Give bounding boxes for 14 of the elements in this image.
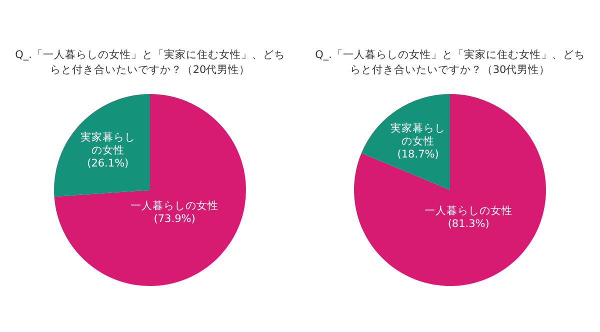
chart-title: Q_.「一人暮らしの女性」と「実家に住む女性」、どちらと付き合いたいですか？（30代男性）	[314, 48, 586, 78]
pie-slice	[54, 94, 246, 286]
slice-label: 一人暮らしの女性	[130, 200, 220, 213]
slice-label: 実家暮らしの女性	[79, 131, 136, 158]
pie-slice	[361, 94, 450, 190]
data-label: (81.3%)	[446, 218, 490, 231]
pie-slice	[354, 94, 546, 286]
data-label: (26.1%)	[86, 157, 130, 170]
slice-label: 実家暮らしの女性	[390, 122, 447, 149]
data-label: (73.9%)	[152, 212, 196, 226]
pie-slice	[54, 94, 150, 197]
chart-title: Q_.「一人暮らしの女性」と「実家に住む女性」、どちらと付き合いたいですか？（20代男性）	[14, 48, 286, 78]
data-label: (18.7%)	[396, 148, 440, 162]
slice-label: 一人暮らしの女性	[424, 204, 514, 218]
